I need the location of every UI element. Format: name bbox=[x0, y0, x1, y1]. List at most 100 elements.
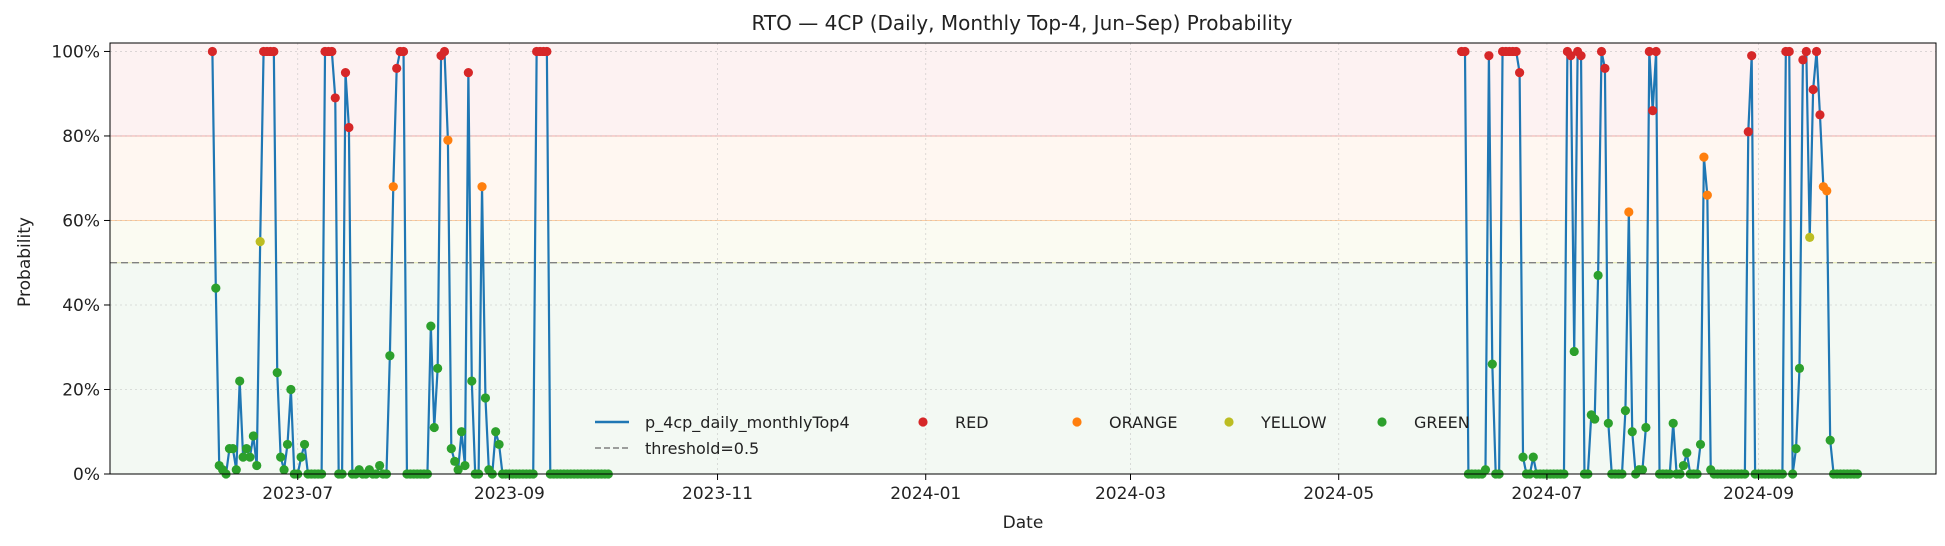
legend-label: threshold=0.5 bbox=[645, 439, 759, 458]
data-point-green bbox=[279, 465, 289, 475]
legend-label: YELLOW bbox=[1260, 413, 1327, 432]
data-point-orange bbox=[1702, 190, 1712, 200]
risk-band-2 bbox=[110, 135, 1936, 221]
data-point-green bbox=[1637, 465, 1648, 475]
data-point-green bbox=[1593, 270, 1603, 280]
data-point-red bbox=[1600, 63, 1610, 73]
data-point-orange bbox=[443, 135, 453, 145]
data-point-green bbox=[491, 427, 501, 437]
data-point-red bbox=[1576, 51, 1586, 61]
x-tick-label: 2023-07 bbox=[262, 484, 333, 504]
x-axis: 2023-07 2023-09 2023-11 2024-01 2024-03 2024-… bbox=[262, 474, 1794, 504]
data-point-green bbox=[231, 465, 241, 475]
data-point-green bbox=[450, 456, 460, 466]
data-point-red bbox=[1798, 55, 1808, 65]
legend-label: RED bbox=[955, 413, 989, 432]
data-point-green bbox=[1487, 359, 1497, 369]
data-point-red bbox=[1747, 51, 1757, 61]
data-point-green bbox=[1695, 439, 1706, 450]
data-point-orange bbox=[477, 182, 487, 192]
data-point-green bbox=[1528, 452, 1538, 462]
data-point-green bbox=[1569, 346, 1579, 357]
y-axis: 0% 20% 40% 60% 80% 100% bbox=[51, 42, 110, 485]
data-point-red bbox=[1511, 46, 1521, 57]
legend-swatch-dot bbox=[1224, 417, 1234, 427]
legend: p_4cp_daily_monthlyTop4 threshold=0.5 RED O… bbox=[595, 413, 1470, 458]
data-point-green bbox=[453, 465, 463, 475]
data-point-green bbox=[1620, 406, 1631, 416]
data-point-green bbox=[433, 363, 443, 373]
y-axis-label: Probability bbox=[15, 217, 35, 307]
data-point-green bbox=[456, 427, 467, 437]
data-point-orange bbox=[1624, 207, 1634, 217]
data-point-red bbox=[1460, 46, 1470, 57]
y-tick-label: 100% bbox=[51, 42, 100, 62]
data-point-green bbox=[1825, 435, 1835, 445]
data-point-green bbox=[228, 444, 238, 454]
y-tick-label: 80% bbox=[62, 127, 100, 147]
legend-swatch-dot bbox=[1377, 417, 1387, 427]
y-tick-label: 60% bbox=[62, 211, 100, 231]
data-point-green bbox=[467, 376, 477, 386]
data-point-red bbox=[330, 93, 340, 103]
legend-swatch-dot bbox=[918, 417, 928, 427]
data-point-green bbox=[375, 460, 385, 471]
data-point-green bbox=[1794, 363, 1805, 373]
data-point-red bbox=[1784, 46, 1794, 57]
data-point-green bbox=[1678, 460, 1689, 471]
risk-band-3 bbox=[110, 43, 1936, 136]
data-point-red bbox=[1644, 46, 1654, 57]
data-point-red bbox=[542, 46, 552, 57]
data-point-red bbox=[1596, 46, 1607, 57]
data-point-green bbox=[245, 452, 255, 462]
data-point-green bbox=[211, 283, 221, 293]
x-tick-label: 2024-01 bbox=[890, 484, 961, 504]
risk-band-0 bbox=[110, 262, 1936, 474]
data-point-green bbox=[429, 422, 439, 433]
legend-label: GREEN bbox=[1414, 413, 1470, 432]
x-tick-label: 2024-05 bbox=[1303, 484, 1374, 504]
data-point-red bbox=[1648, 106, 1658, 116]
x-tick-label: 2023-09 bbox=[474, 484, 545, 504]
chart-title: RTO — 4CP (Daily, Monthly Top-4, Jun–Sep… bbox=[751, 11, 1292, 35]
x-tick-label: 2024-09 bbox=[1723, 484, 1794, 504]
data-point-orange bbox=[1699, 152, 1709, 162]
y-tick-label: 0% bbox=[73, 465, 100, 485]
data-point-yellow bbox=[255, 237, 265, 247]
data-point-green bbox=[272, 367, 282, 378]
x-tick-label: 2024-07 bbox=[1511, 484, 1582, 504]
data-point-red bbox=[1515, 67, 1525, 78]
data-point-green bbox=[238, 452, 248, 462]
x-axis-label: Date bbox=[1003, 513, 1044, 533]
data-point-orange bbox=[1822, 186, 1832, 196]
data-point-red bbox=[1808, 84, 1818, 95]
data-point-green bbox=[1480, 465, 1491, 475]
data-point-green bbox=[296, 452, 306, 462]
data-point-green bbox=[252, 460, 262, 471]
data-point-green bbox=[446, 444, 456, 454]
data-point-red bbox=[463, 67, 473, 78]
legend-label: ORANGE bbox=[1109, 413, 1177, 432]
data-point-green bbox=[286, 384, 296, 395]
data-point-green bbox=[1641, 422, 1651, 433]
data-point-green bbox=[1668, 418, 1678, 428]
y-tick-label: 40% bbox=[62, 296, 100, 316]
data-point-green bbox=[385, 351, 395, 361]
data-point-red bbox=[1743, 127, 1753, 137]
plot-frame bbox=[109, 42, 1937, 475]
data-point-green bbox=[1518, 452, 1528, 462]
data-point-green bbox=[299, 439, 310, 450]
y-tick-label: 20% bbox=[62, 380, 100, 400]
data-point-red bbox=[1566, 51, 1576, 61]
data-point-green bbox=[235, 376, 245, 386]
data-point-red bbox=[1651, 46, 1661, 57]
data-point-green bbox=[1627, 427, 1637, 437]
data-point-orange bbox=[388, 182, 398, 192]
data-point-green bbox=[1590, 414, 1600, 424]
data-point-green bbox=[248, 431, 258, 441]
x-tick-label: 2023-11 bbox=[682, 484, 753, 504]
data-point-yellow bbox=[1805, 232, 1815, 242]
risk-band-1 bbox=[110, 220, 1936, 263]
data-point-green bbox=[241, 444, 252, 454]
